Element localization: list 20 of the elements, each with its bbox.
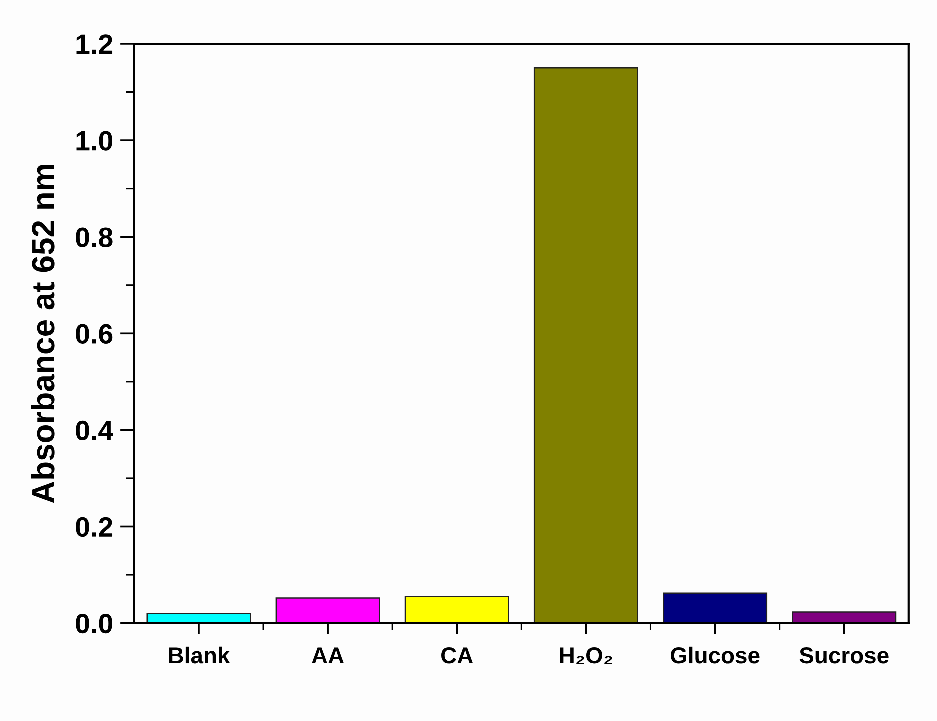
y-tick-label: 1.0 [76,131,112,151]
bar [663,592,768,624]
x-tick-label: Blank [169,646,230,664]
x-tick-label: Sucrose [800,648,889,664]
x-tick-label: H₂O₂ [560,648,612,664]
x-tick-label: CA [442,648,474,664]
bar [534,67,638,624]
y-tick-label: 0.4 [76,420,114,441]
bar [276,598,380,624]
y-tick-label: 0.0 [76,614,112,634]
bar [792,612,897,624]
y-axis-title: Absorbance at 652 nm [31,165,55,504]
bar [146,613,252,624]
bar [404,596,510,624]
y-tick-label: 1.2 [76,34,113,54]
x-tick-label: Glucose [671,646,760,664]
y-tick-label: 0.8 [76,228,113,248]
x-tick-label: AA [312,648,344,664]
y-tick-label: 0.6 [76,324,113,344]
y-tick-label: 0.2 [76,517,113,538]
